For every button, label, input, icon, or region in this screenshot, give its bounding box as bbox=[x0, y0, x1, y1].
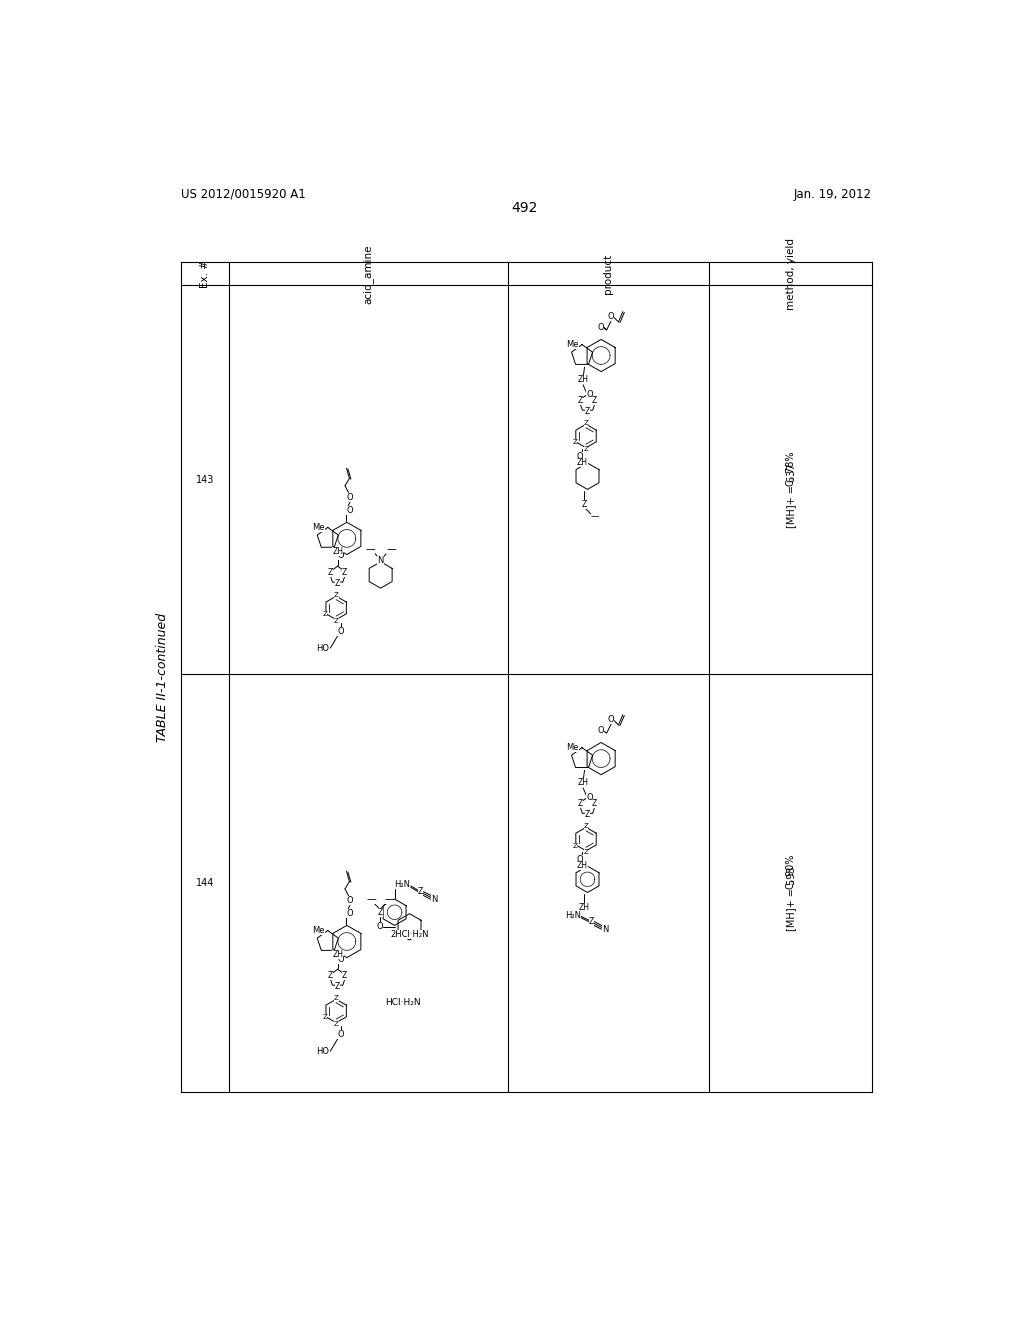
Text: O: O bbox=[577, 451, 583, 461]
Text: O: O bbox=[337, 954, 344, 964]
Text: ZH: ZH bbox=[578, 779, 589, 787]
Text: Jan. 19, 2012: Jan. 19, 2012 bbox=[794, 187, 872, 201]
Text: acid_amine: acid_amine bbox=[362, 244, 374, 304]
Text: O: O bbox=[346, 492, 352, 502]
Text: method, yield: method, yield bbox=[785, 238, 796, 310]
Text: O: O bbox=[597, 323, 604, 333]
Text: —: — bbox=[367, 894, 376, 904]
Text: N: N bbox=[378, 556, 384, 565]
Text: —: — bbox=[386, 544, 396, 553]
Text: Z: Z bbox=[589, 917, 594, 927]
Text: O: O bbox=[377, 923, 383, 932]
Text: [MH]+ = 637: [MH]+ = 637 bbox=[785, 463, 796, 528]
Text: [MH]+ = 593: [MH]+ = 593 bbox=[785, 866, 796, 931]
Text: ZH: ZH bbox=[332, 546, 343, 556]
Text: H₂N: H₂N bbox=[565, 911, 581, 920]
Text: N: N bbox=[602, 924, 608, 933]
Text: 492: 492 bbox=[512, 201, 538, 215]
Text: ZH: ZH bbox=[577, 458, 588, 467]
Text: Z: Z bbox=[585, 408, 590, 416]
Text: HCl·H₂N: HCl·H₂N bbox=[385, 998, 421, 1007]
Text: Z: Z bbox=[335, 579, 340, 589]
Text: Me: Me bbox=[312, 523, 325, 532]
Text: O: O bbox=[608, 714, 614, 723]
Text: product: product bbox=[603, 253, 613, 294]
Text: Z: Z bbox=[342, 568, 347, 577]
Text: O: O bbox=[337, 552, 344, 561]
Text: Z: Z bbox=[582, 499, 587, 508]
Text: O: O bbox=[587, 793, 593, 801]
Text: O: O bbox=[346, 909, 352, 919]
Text: Z: Z bbox=[335, 982, 340, 991]
Text: Z: Z bbox=[585, 810, 590, 820]
Text: O: O bbox=[587, 389, 593, 399]
Text: C, 78%: C, 78% bbox=[785, 451, 796, 486]
Text: Z: Z bbox=[334, 1020, 339, 1027]
Text: Z: Z bbox=[572, 440, 578, 445]
Text: Z: Z bbox=[342, 972, 347, 979]
Text: Z: Z bbox=[592, 799, 597, 808]
Text: Z: Z bbox=[418, 887, 423, 896]
Text: ZH: ZH bbox=[577, 861, 588, 870]
Text: O: O bbox=[346, 896, 352, 906]
Text: Z: Z bbox=[572, 842, 578, 849]
Text: —: — bbox=[384, 894, 394, 904]
Text: Z: Z bbox=[328, 972, 333, 979]
Text: —: — bbox=[366, 544, 375, 553]
Text: HO: HO bbox=[316, 644, 330, 652]
Text: Z: Z bbox=[334, 995, 339, 1001]
Text: Ex. #: Ex. # bbox=[200, 260, 210, 288]
Text: Z: Z bbox=[584, 849, 589, 855]
Text: Z: Z bbox=[584, 420, 589, 426]
Text: TABLE II-1-continued: TABLE II-1-continued bbox=[157, 612, 169, 742]
Text: Me: Me bbox=[566, 743, 579, 752]
Text: Me: Me bbox=[312, 927, 325, 935]
Text: O: O bbox=[337, 627, 344, 636]
Text: Z: Z bbox=[584, 824, 589, 829]
Text: US 2012/0015920 A1: US 2012/0015920 A1 bbox=[180, 187, 305, 201]
Text: ZH: ZH bbox=[332, 950, 343, 960]
Text: Z: Z bbox=[578, 396, 583, 405]
Text: O: O bbox=[346, 506, 352, 515]
Text: O: O bbox=[597, 726, 604, 735]
Text: 144: 144 bbox=[196, 878, 214, 888]
Text: 143: 143 bbox=[196, 475, 214, 484]
Text: Z: Z bbox=[578, 799, 583, 808]
Text: O: O bbox=[577, 855, 583, 865]
Text: 2HCl·H₂N: 2HCl·H₂N bbox=[390, 929, 429, 939]
Text: C, 90%: C, 90% bbox=[785, 854, 796, 888]
Text: Z: Z bbox=[592, 396, 597, 405]
Text: H₂N: H₂N bbox=[394, 880, 410, 888]
Text: Z: Z bbox=[323, 611, 328, 618]
Text: Z: Z bbox=[584, 446, 589, 451]
Text: Z: Z bbox=[334, 618, 339, 624]
Text: Z: Z bbox=[378, 908, 383, 916]
Text: Z: Z bbox=[323, 1014, 328, 1020]
Text: ZH: ZH bbox=[578, 375, 589, 384]
Text: Z: Z bbox=[334, 591, 339, 598]
Text: N: N bbox=[431, 895, 437, 904]
Text: HO: HO bbox=[316, 1047, 330, 1056]
Text: Me: Me bbox=[566, 341, 579, 348]
Text: Z: Z bbox=[328, 568, 333, 577]
Text: O: O bbox=[337, 1030, 344, 1039]
Text: ZH: ZH bbox=[579, 903, 590, 912]
Text: O: O bbox=[608, 312, 614, 321]
Text: —: — bbox=[591, 512, 599, 521]
